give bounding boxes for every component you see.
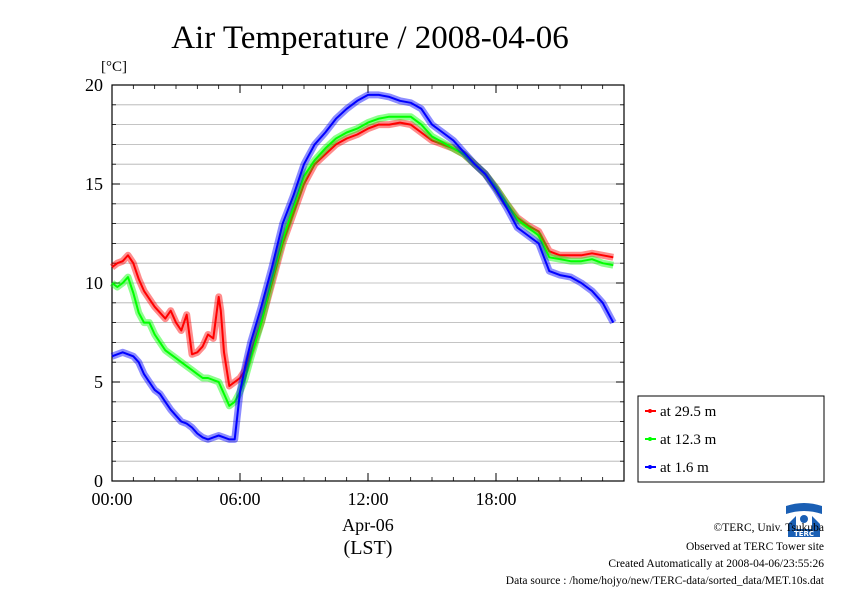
terc-logo: TERC — [784, 502, 824, 538]
y-tick-label: 5 — [94, 372, 103, 392]
series-line — [111, 93, 615, 441]
legend-marker — [648, 437, 652, 441]
legend-marker — [648, 465, 652, 469]
y-tick-label: 10 — [85, 273, 103, 293]
legend-box — [637, 395, 825, 483]
grid — [112, 104, 624, 462]
legend-label: at 29.5 m — [660, 404, 717, 420]
series-line — [111, 121, 614, 387]
y-tick-label: 20 — [85, 75, 103, 95]
credit-copyright: ©TERC, Univ. Tsukuba — [714, 522, 824, 534]
x-axis-date-label: Apr-06 — [342, 515, 394, 535]
x-axis-label: (LST) — [344, 537, 393, 559]
y-tick-label: 15 — [85, 174, 103, 194]
series-band — [109, 119, 614, 390]
series-band — [110, 91, 617, 443]
series-group — [109, 91, 617, 443]
chart-title: Air Temperature / 2008-04-06 — [171, 20, 569, 56]
legend: at 29.5 m at 12.3 m at 1.6 m — [637, 395, 825, 483]
credit-source: Data source : /home/hojyo/new/TERC-data/… — [506, 575, 825, 587]
x-tick-label: 00:00 — [91, 489, 132, 509]
logo-text: TERC — [794, 530, 814, 538]
credit-observed: Observed at TERC Tower site — [686, 541, 824, 553]
credit-created: Created Automatically at 2008-04-06/23:5… — [608, 558, 824, 570]
x-tick-label: 18:00 — [475, 489, 516, 509]
y-axis-unit-label: [°C] — [101, 59, 127, 75]
x-tick-label: 06:00 — [219, 489, 260, 509]
legend-label: at 12.3 m — [660, 432, 717, 448]
legend-label: at 1.6 m — [660, 460, 709, 476]
x-tick-label: 12:00 — [347, 489, 388, 509]
y-tick-label: 0 — [94, 471, 103, 491]
legend-marker — [648, 409, 652, 413]
series-line — [111, 115, 614, 407]
axes: 0 5 10 15 20 00:00 06:00 12:00 18:00 — [85, 75, 625, 509]
